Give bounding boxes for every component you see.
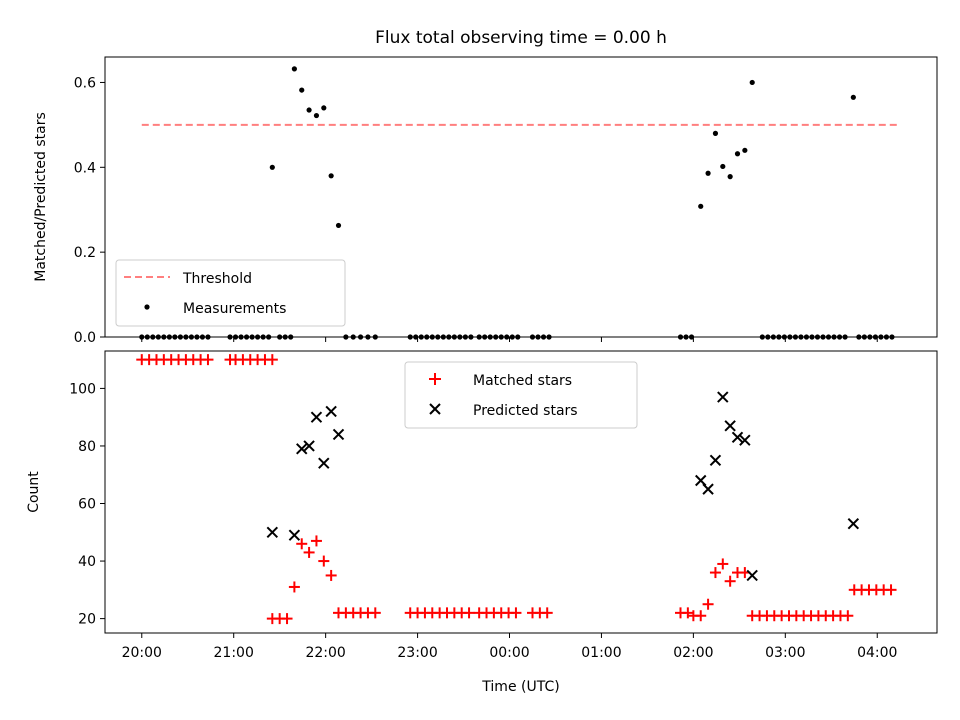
x-tick-label: 02:00 bbox=[673, 645, 713, 661]
matched-star-point bbox=[885, 584, 897, 596]
bottom-y-tick-label: 60 bbox=[78, 497, 96, 513]
measurement-point bbox=[749, 79, 755, 86]
measurements-legend-label: Measurements bbox=[183, 301, 286, 317]
predicted-star-point bbox=[739, 434, 751, 446]
x-tick-label: 03:00 bbox=[765, 645, 805, 661]
bottom-y-tick-label: 80 bbox=[78, 439, 96, 455]
bottom-x-axis: 20:00 21:00 22:00 23:00 00:00 01:00 02:00 03:00… bbox=[122, 633, 897, 661]
bottom-plot-area bbox=[136, 354, 897, 625]
predicted-star-point bbox=[288, 529, 301, 541]
threshold-legend-label: Threshold bbox=[182, 271, 252, 287]
x-tick-label: 20:00 bbox=[122, 645, 162, 661]
matched-star-point bbox=[510, 607, 522, 619]
predicted-legend-swatch bbox=[429, 403, 441, 415]
measurement-point bbox=[321, 105, 327, 111]
matched-star-point bbox=[695, 610, 707, 622]
top-chart-title: Flux total observing time = 0.00 h bbox=[375, 28, 667, 48]
matched-star-point bbox=[310, 535, 322, 547]
matched-star-point bbox=[369, 607, 381, 619]
matched-legend-label: Matched stars bbox=[473, 373, 572, 389]
predicted-star-point bbox=[709, 454, 722, 467]
top-panel: Flux total observing time = 0.00 h 0.00.… bbox=[33, 28, 938, 346]
measurement-point bbox=[328, 173, 334, 179]
matched-star-point bbox=[724, 575, 736, 587]
measurement-point bbox=[734, 151, 741, 157]
matched-star-point bbox=[266, 354, 278, 366]
bottom-y-axis-label: Count bbox=[26, 471, 42, 513]
top-y-axis-label: Matched/Predicted stars bbox=[33, 112, 49, 282]
top-y-axis: 0.0 0.2 0.4 0.6 bbox=[74, 75, 105, 346]
top-axes-frame bbox=[104, 56, 938, 338]
predicted-star-point bbox=[325, 405, 337, 418]
measurement-point bbox=[335, 222, 342, 229]
bottom-legend-box bbox=[404, 361, 638, 429]
predicted-star-point bbox=[702, 483, 714, 495]
top-legend: Threshold Measurements bbox=[115, 259, 346, 327]
matched-star-point bbox=[318, 555, 330, 567]
measurement-point bbox=[705, 170, 711, 176]
predicted-star-point bbox=[303, 440, 315, 452]
top-legend-box bbox=[115, 259, 346, 327]
matched-star-point bbox=[296, 538, 308, 550]
x-tick-label: 23:00 bbox=[397, 645, 437, 661]
bottom-legend: Matched stars Predicted stars bbox=[404, 361, 638, 429]
x-tick-label: 01:00 bbox=[581, 645, 621, 661]
measurement-point bbox=[850, 94, 856, 100]
matched-star-point bbox=[842, 610, 854, 622]
bottom-y-tick-label: 40 bbox=[78, 554, 96, 570]
top-y-tick-label: 0.0 bbox=[74, 330, 96, 346]
matched-star-point bbox=[541, 607, 553, 619]
matched-star-point bbox=[202, 354, 214, 366]
bottom-y-axis: 20 40 60 80 100 bbox=[69, 381, 105, 628]
predicted-legend-label: Predicted stars bbox=[473, 403, 578, 419]
predicted-star-point bbox=[724, 420, 736, 432]
measurement-point bbox=[291, 66, 297, 72]
x-tick-label: 04:00 bbox=[857, 645, 897, 661]
measurement-point bbox=[299, 87, 305, 93]
matched-star-point bbox=[709, 567, 721, 579]
matched-star-point bbox=[325, 569, 337, 581]
matched-star-point bbox=[702, 598, 714, 610]
predicted-star-point bbox=[332, 428, 345, 441]
x-tick-label: 21:00 bbox=[214, 645, 254, 661]
matched-star-point bbox=[463, 607, 475, 619]
x-tick-label: 22:00 bbox=[305, 645, 345, 661]
predicted-star-point bbox=[266, 526, 279, 538]
matched-star-point bbox=[303, 546, 315, 558]
measurement-point bbox=[306, 107, 312, 113]
x-axis-label: Time (UTC) bbox=[481, 679, 559, 695]
measurements-legend-swatch bbox=[144, 304, 150, 310]
predicted-star-point bbox=[296, 443, 308, 455]
measurement-point bbox=[712, 130, 719, 136]
bottom-y-tick-label: 100 bbox=[69, 381, 96, 397]
bottom-panel: 20 40 60 80 100 20:00 21:00 22:00 23:00 00:00 01:… bbox=[26, 350, 938, 695]
measurement-point bbox=[742, 147, 748, 153]
matched-star-point bbox=[281, 613, 293, 625]
predicted-star-point bbox=[318, 457, 330, 469]
matched-legend-swatch bbox=[429, 373, 441, 385]
measurement-point bbox=[698, 203, 704, 209]
matched-star-point bbox=[682, 607, 694, 619]
top-x-axis-ticks bbox=[141, 337, 878, 342]
top-y-tick-label: 0.4 bbox=[74, 160, 96, 176]
measurement-point bbox=[269, 164, 275, 170]
measurement-point bbox=[313, 112, 320, 119]
top-y-tick-label: 0.2 bbox=[74, 245, 96, 261]
matched-star-point bbox=[288, 581, 300, 593]
predicted-star-point bbox=[310, 411, 323, 423]
predicted-star-point bbox=[731, 431, 744, 444]
measurement-point bbox=[720, 163, 726, 170]
x-tick-label: 00:00 bbox=[489, 645, 529, 661]
measurement-point bbox=[727, 174, 733, 180]
top-y-tick-label: 0.6 bbox=[74, 75, 96, 91]
bottom-y-tick-label: 20 bbox=[78, 612, 96, 628]
predicted-star-point bbox=[746, 569, 758, 582]
matched-star-point bbox=[717, 558, 729, 570]
bottom-axes-frame bbox=[104, 350, 938, 634]
predicted-star-point bbox=[717, 391, 729, 403]
predicted-star-point bbox=[847, 517, 860, 530]
